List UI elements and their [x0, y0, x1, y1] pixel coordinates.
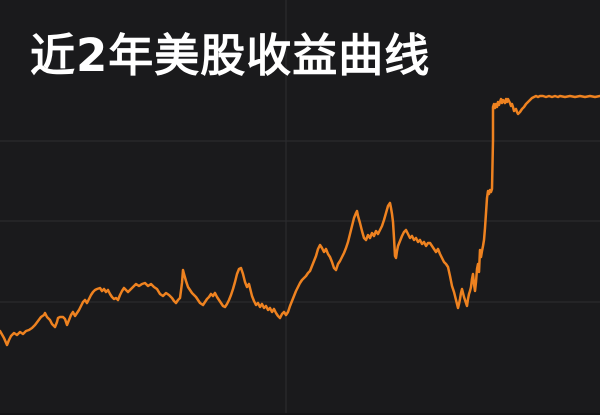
chart-title: 近2年美股收益曲线: [30, 29, 431, 82]
chart-bottom-edge: [0, 413, 600, 415]
series-polyline: [0, 94, 600, 347]
returns-curve: [0, 94, 600, 347]
